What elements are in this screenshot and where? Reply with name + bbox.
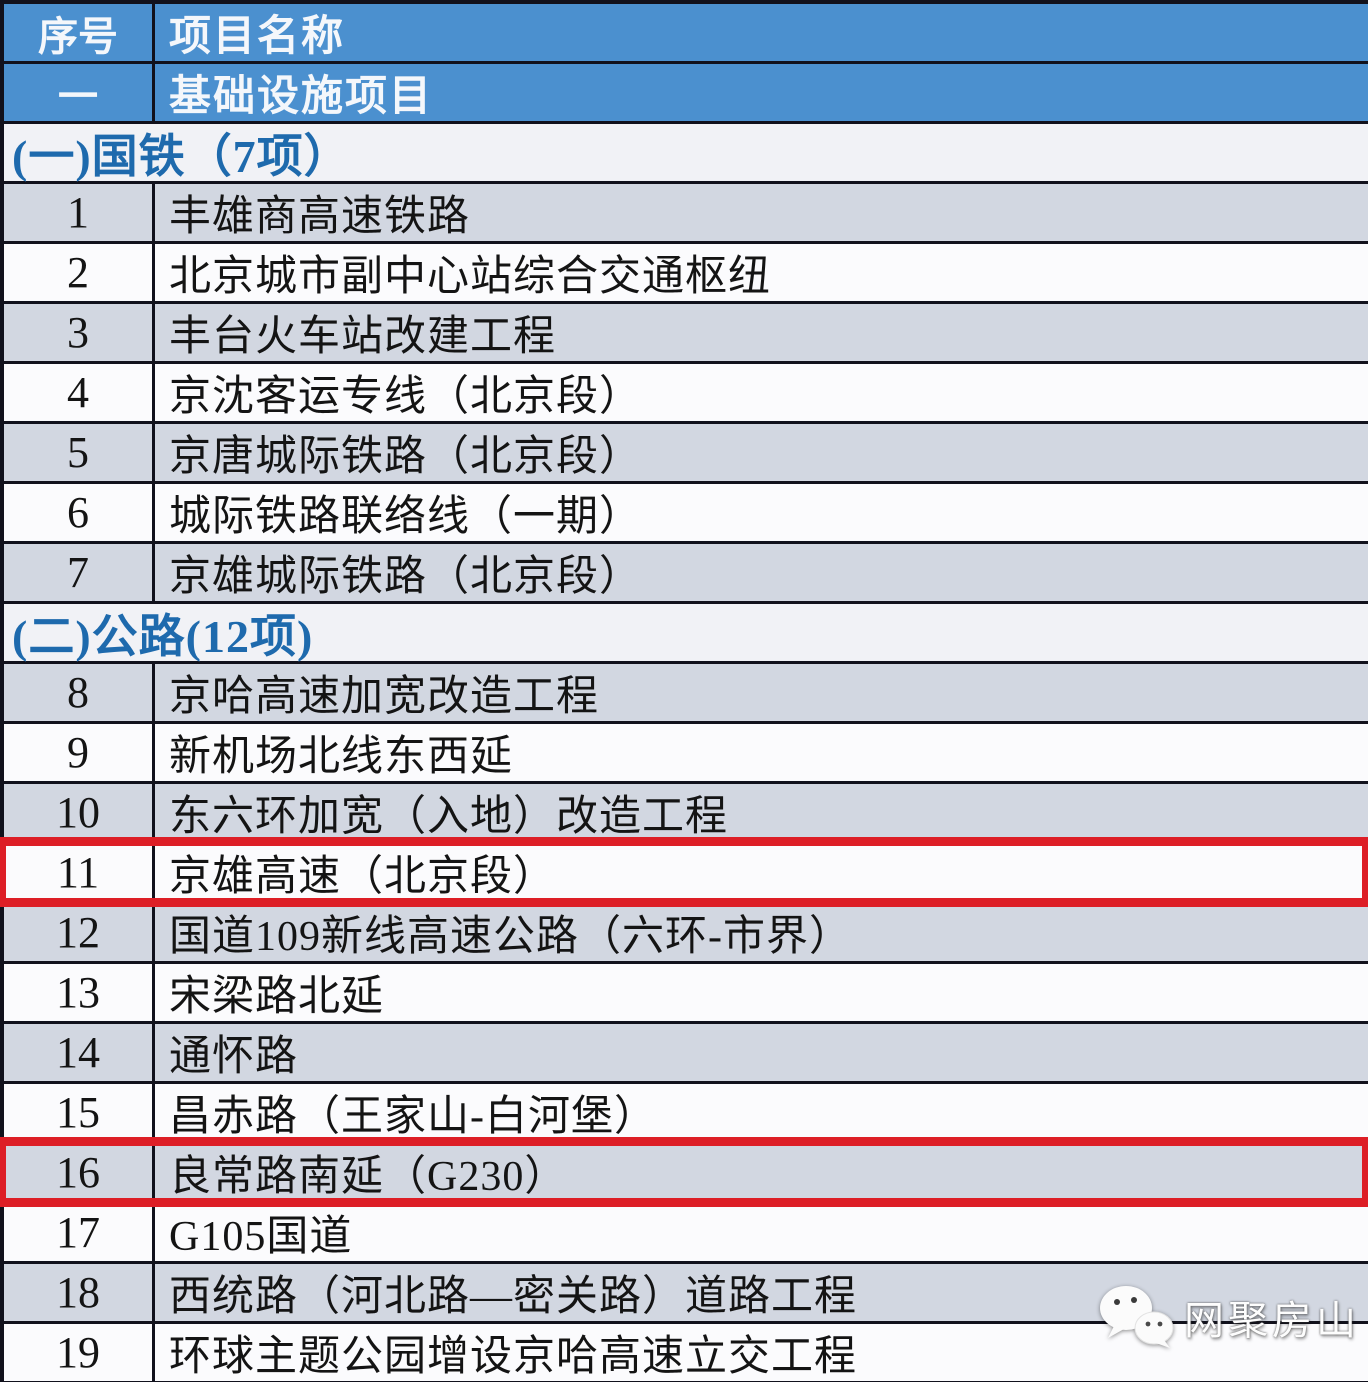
table-row-1: 1 丰雄商高速铁路: [4, 184, 1368, 244]
row-project-name: 西统路（河北路—密关路）道路工程: [169, 1274, 858, 1320]
category-index-cell: 一: [4, 64, 155, 121]
section-header-rail: (一)国铁（7项）: [4, 124, 1368, 184]
row-project-name: 昌赤路（王家山-白河堡）: [169, 1094, 657, 1140]
row-project-name: 国道109新线高速公路（六环-市界）: [169, 914, 852, 960]
row-number: 18: [4, 1264, 155, 1321]
table-row-13: 13 宋梁路北延: [4, 964, 1368, 1024]
row-number: 7: [4, 544, 155, 601]
table-row-12: 12 国道109新线高速公路（六环-市界）: [4, 904, 1368, 964]
row-project-name: G105国道: [169, 1214, 353, 1260]
row-project-name: 良常路南延（G230）: [169, 1154, 568, 1200]
row-number: 3: [4, 304, 155, 361]
row-project-name: 环球主题公园增设京哈高速立交工程: [169, 1334, 858, 1380]
row-number: 15: [4, 1084, 155, 1141]
row-project-name: 城际铁路联络线（一期）: [169, 494, 643, 540]
row-project-name: 东六环加宽（入地）改造工程: [169, 794, 729, 840]
table-row-2: 2 北京城市副中心站综合交通枢纽: [4, 244, 1368, 304]
row-project-name: 京唐城际铁路（北京段）: [169, 434, 643, 480]
table-row-9: 9 新机场北线东西延: [4, 724, 1368, 784]
section-title: (一)国铁（7项）: [12, 130, 351, 182]
row-number: 14: [4, 1024, 155, 1081]
category-row: 一 基础设施项目: [4, 64, 1368, 124]
row-project-name: 新机场北线东西延: [169, 734, 514, 780]
header-index-cell: 序号: [4, 4, 155, 61]
row-number: 5: [4, 424, 155, 481]
table-row-8: 8 京哈高速加宽改造工程: [4, 664, 1368, 724]
row-number: 6: [4, 484, 155, 541]
row-number: 9: [4, 724, 155, 781]
section-header-road: (二)公路(12项): [4, 604, 1368, 664]
row-number: 2: [4, 244, 155, 301]
header-name-cell: 项目名称: [169, 14, 346, 60]
row-project-name: 丰台火车站改建工程: [169, 314, 557, 360]
table-row-15: 15 昌赤路（王家山-白河堡）: [4, 1084, 1368, 1144]
row-number: 16: [4, 1144, 155, 1201]
row-number: 10: [4, 784, 155, 841]
row-project-name: 通怀路: [169, 1034, 299, 1080]
table-row-5: 5 京唐城际铁路（北京段）: [4, 424, 1368, 484]
row-number: 13: [4, 964, 155, 1021]
row-number: 12: [4, 904, 155, 961]
table-row-19: 19 环球主题公园增设京哈高速立交工程: [4, 1324, 1368, 1382]
row-number: 1: [4, 184, 155, 241]
row-number: 4: [4, 364, 155, 421]
row-project-name: 京雄高速（北京段）: [169, 854, 557, 900]
table-header-row: 序号 项目名称: [4, 4, 1368, 64]
table-row-16: 16 良常路南延（G230）: [4, 1144, 1368, 1204]
table-row-18: 18 西统路（河北路—密关路）道路工程: [4, 1264, 1368, 1324]
row-number: 17: [4, 1204, 155, 1261]
row-project-name: 京哈高速加宽改造工程: [169, 674, 600, 720]
table-row-4: 4 京沈客运专线（北京段）: [4, 364, 1368, 424]
table-row-6: 6 城际铁路联络线（一期）: [4, 484, 1368, 544]
row-number: 8: [4, 664, 155, 721]
category-name-cell: 基础设施项目: [169, 74, 434, 120]
table-row-3: 3 丰台火车站改建工程: [4, 304, 1368, 364]
row-number: 19: [4, 1324, 155, 1381]
table-row-14: 14 通怀路: [4, 1024, 1368, 1084]
table-row-17: 17 G105国道: [4, 1204, 1368, 1264]
table-row-7: 7 京雄城际铁路（北京段）: [4, 544, 1368, 604]
row-project-name: 宋梁路北延: [169, 974, 385, 1020]
table-row-10: 10 东六环加宽（入地）改造工程: [4, 784, 1368, 844]
row-project-name: 京雄城际铁路（北京段）: [169, 554, 643, 600]
row-project-name: 丰雄商高速铁路: [169, 194, 471, 240]
section-title: (二)公路(12项): [12, 610, 314, 662]
row-project-name: 北京城市副中心站综合交通枢纽: [169, 254, 772, 300]
table-row-11: 11 京雄高速（北京段）: [4, 844, 1368, 904]
row-number: 11: [4, 844, 155, 901]
row-project-name: 京沈客运专线（北京段）: [169, 374, 643, 420]
